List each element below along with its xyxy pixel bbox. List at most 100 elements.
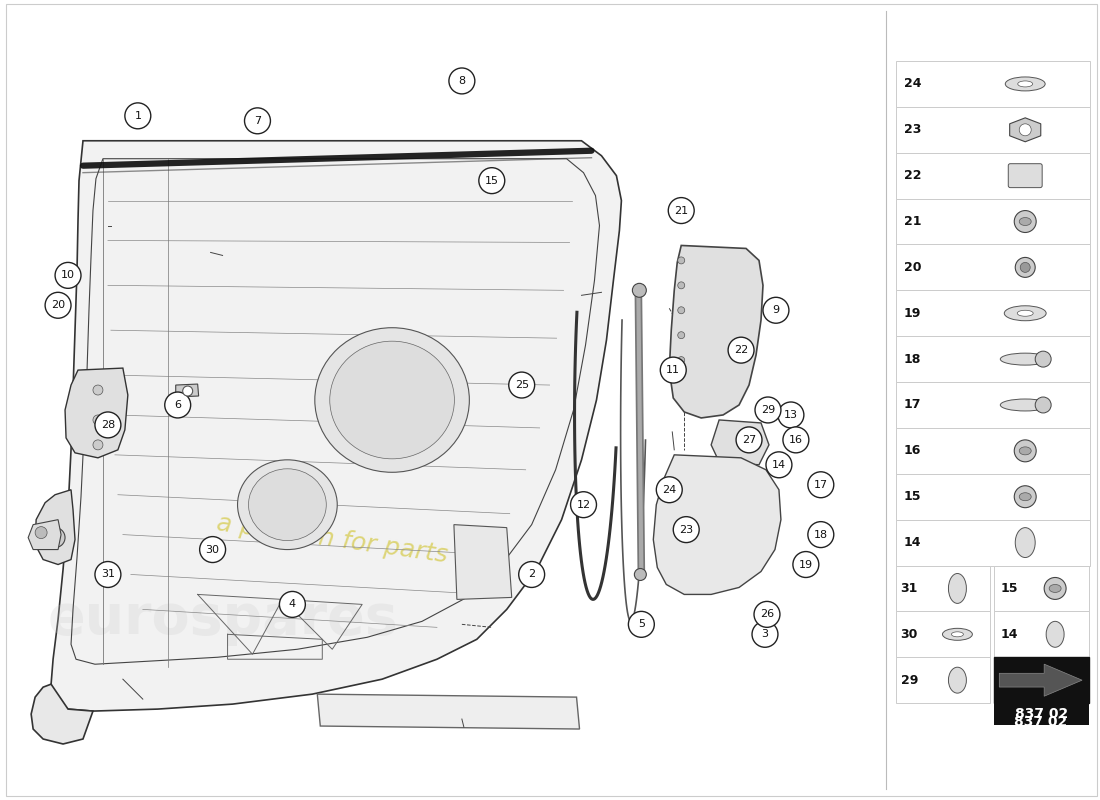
Ellipse shape <box>1014 486 1036 508</box>
Ellipse shape <box>1046 622 1064 647</box>
Text: 17: 17 <box>903 398 921 411</box>
Text: 23: 23 <box>679 525 693 534</box>
Polygon shape <box>317 694 580 729</box>
Text: 19: 19 <box>799 559 813 570</box>
Circle shape <box>635 569 647 581</box>
Polygon shape <box>35 490 75 565</box>
Circle shape <box>783 427 808 453</box>
Text: 837 02: 837 02 <box>1015 707 1068 721</box>
Ellipse shape <box>1014 440 1036 462</box>
Ellipse shape <box>238 460 338 550</box>
Circle shape <box>94 440 103 450</box>
Ellipse shape <box>330 341 454 459</box>
Bar <box>895 520 1090 566</box>
Circle shape <box>628 611 654 638</box>
Bar <box>895 153 1090 198</box>
Text: 22: 22 <box>903 169 921 182</box>
Text: 20: 20 <box>903 261 921 274</box>
Bar <box>895 611 990 658</box>
Bar <box>895 336 1090 382</box>
Circle shape <box>571 492 596 518</box>
Polygon shape <box>1010 118 1041 142</box>
Polygon shape <box>176 384 199 397</box>
Circle shape <box>244 108 271 134</box>
Circle shape <box>449 68 475 94</box>
Text: 25: 25 <box>515 380 529 390</box>
Bar <box>895 61 1090 107</box>
Text: 5: 5 <box>638 619 645 630</box>
Circle shape <box>125 103 151 129</box>
Text: 11: 11 <box>667 365 680 375</box>
Circle shape <box>51 534 59 542</box>
Circle shape <box>519 562 544 587</box>
Ellipse shape <box>948 667 967 693</box>
Ellipse shape <box>952 632 964 637</box>
Text: 31: 31 <box>901 582 918 595</box>
Ellipse shape <box>948 574 967 603</box>
Bar <box>895 198 1090 245</box>
Bar <box>895 245 1090 290</box>
Text: 24: 24 <box>662 485 676 494</box>
Text: 837 02: 837 02 <box>1013 706 1071 721</box>
Text: 21: 21 <box>903 215 921 228</box>
Circle shape <box>793 551 818 578</box>
Ellipse shape <box>1018 81 1033 87</box>
Bar <box>895 474 1090 520</box>
Text: 29: 29 <box>901 674 918 686</box>
Polygon shape <box>711 420 769 465</box>
Circle shape <box>55 262 81 288</box>
Text: 3: 3 <box>761 630 769 639</box>
Text: 10: 10 <box>60 270 75 280</box>
Ellipse shape <box>1000 399 1050 411</box>
Text: 12: 12 <box>576 500 591 510</box>
Ellipse shape <box>1020 493 1031 501</box>
Circle shape <box>95 562 121 587</box>
Text: eurospares: eurospares <box>47 592 398 646</box>
Polygon shape <box>454 525 512 599</box>
Bar <box>895 658 990 703</box>
Ellipse shape <box>1020 447 1031 455</box>
Text: 15: 15 <box>485 176 498 186</box>
Ellipse shape <box>1014 210 1036 233</box>
Circle shape <box>183 386 192 396</box>
Polygon shape <box>29 520 62 550</box>
Text: 8: 8 <box>459 76 465 86</box>
Text: 21: 21 <box>674 206 689 215</box>
Circle shape <box>632 283 647 298</box>
Ellipse shape <box>315 328 470 472</box>
Circle shape <box>508 372 535 398</box>
Text: 1: 1 <box>134 111 141 121</box>
Bar <box>895 107 1090 153</box>
Text: 13: 13 <box>784 410 798 420</box>
Circle shape <box>678 332 684 338</box>
Text: a passion for parts: a passion for parts <box>216 511 450 568</box>
Bar <box>895 428 1090 474</box>
Text: 14: 14 <box>772 460 786 470</box>
Polygon shape <box>51 141 621 711</box>
Text: 2: 2 <box>528 570 536 579</box>
FancyBboxPatch shape <box>1009 164 1042 188</box>
Text: 30: 30 <box>206 545 220 554</box>
Circle shape <box>45 292 72 318</box>
Circle shape <box>35 526 47 538</box>
Bar <box>994 703 1089 725</box>
Polygon shape <box>65 368 128 458</box>
Text: 16: 16 <box>903 444 921 458</box>
Circle shape <box>660 357 686 383</box>
Circle shape <box>755 397 781 423</box>
Text: 18: 18 <box>903 353 921 366</box>
Circle shape <box>807 472 834 498</box>
Circle shape <box>95 412 121 438</box>
Ellipse shape <box>1005 77 1045 91</box>
Text: 18: 18 <box>814 530 828 540</box>
Circle shape <box>752 622 778 647</box>
Text: 28: 28 <box>101 420 116 430</box>
Circle shape <box>728 337 754 363</box>
Circle shape <box>754 602 780 627</box>
Circle shape <box>736 427 762 453</box>
Circle shape <box>673 517 700 542</box>
Polygon shape <box>653 455 781 594</box>
Circle shape <box>1020 262 1031 272</box>
Circle shape <box>669 198 694 223</box>
Circle shape <box>1035 397 1052 413</box>
